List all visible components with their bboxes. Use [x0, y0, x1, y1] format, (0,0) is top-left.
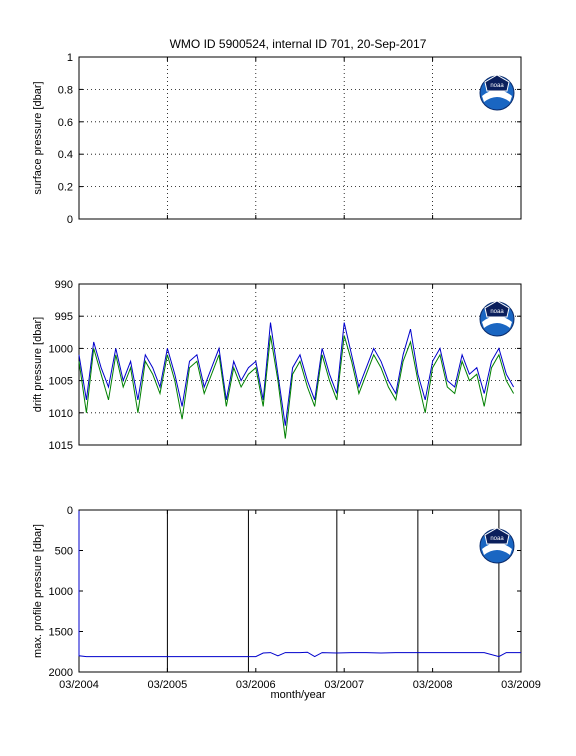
- x-tick-label: 03/2009: [501, 679, 541, 691]
- y-tick-label: 1015: [49, 440, 73, 452]
- y-axis-label: max. profile pressure [dbar]: [32, 524, 44, 658]
- y-tick-label: 500: [55, 546, 73, 558]
- x-tick-label: 03/2006: [236, 679, 276, 691]
- y-tick-label: 1010: [49, 408, 73, 420]
- noaa-logo-emblem: [484, 527, 510, 545]
- y-tick-label: 1000: [49, 586, 73, 598]
- noaa-logo-text: noaa: [490, 83, 504, 89]
- noaa-logo-emblem: [484, 300, 510, 318]
- y-axis-label: drift pressure [dbar]: [32, 317, 44, 412]
- figure-title: WMO ID 5900524, internal ID 701, 20-Sep-…: [170, 37, 427, 51]
- y-tick-label: 1: [67, 52, 73, 64]
- axes-box: [78, 56, 522, 220]
- panel-1: 0 0.2 0.4 0.6 0.8 1 surface pressure [dbar] noa…: [32, 52, 522, 226]
- y-tick-label: 2000: [49, 667, 73, 679]
- axes-box: [78, 509, 522, 673]
- y-axis-label: surface pressure [dbar]: [32, 81, 44, 194]
- series-line-1: [78, 322, 515, 426]
- y-tick-label: 1500: [49, 627, 73, 639]
- noaa-logo: noaa: [479, 300, 515, 337]
- x-axis-label: month/year: [270, 689, 325, 701]
- noaa-logo-wave: [482, 543, 512, 555]
- noaa-logo-wave: [482, 90, 512, 102]
- noaa-logo-wave: [482, 316, 512, 328]
- axes-box: [78, 283, 522, 446]
- series-line-1: [78, 510, 521, 658]
- panel-3: 03/2004 03/2005 03/2006 03/2007 03/2008 03/20…: [32, 505, 541, 691]
- y-tick-label: 1000: [49, 343, 73, 355]
- x-tick-label: 03/2005: [148, 679, 188, 691]
- series-line-2: [78, 335, 515, 439]
- noaa-logo-emblem: [484, 74, 510, 92]
- x-tick-label: 03/2007: [324, 679, 364, 691]
- y-tick-label: 0: [67, 505, 73, 517]
- x-tick-label: 03/2008: [413, 679, 453, 691]
- noaa-logo: noaa: [479, 74, 515, 111]
- x-tick-label: 03/2004: [59, 679, 99, 691]
- panel-2: 990 995 1000 1005 1010 1015 drift pressure [db…: [32, 279, 522, 452]
- panels: 0 0.2 0.4 0.6 0.8 1 surface pressure [dbar] noa…: [32, 52, 541, 691]
- y-tick-label: 0: [67, 214, 73, 226]
- y-tick-label: 0.2: [58, 182, 73, 194]
- noaa-logo: noaa: [479, 527, 515, 564]
- y-tick-label: 1005: [49, 376, 73, 388]
- y-tick-label: 995: [55, 311, 73, 323]
- y-tick-label: 990: [55, 279, 73, 291]
- noaa-logo-text: noaa: [490, 309, 504, 315]
- y-tick-label: 0.8: [58, 84, 73, 96]
- noaa-logo-text: noaa: [490, 536, 504, 542]
- y-tick-label: 0.6: [58, 117, 73, 129]
- y-tick-label: 0.4: [58, 149, 73, 161]
